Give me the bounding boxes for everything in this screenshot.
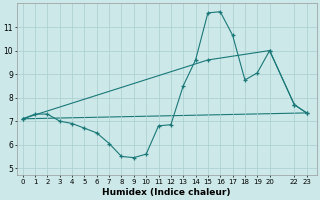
- X-axis label: Humidex (Indice chaleur): Humidex (Indice chaleur): [102, 188, 231, 197]
